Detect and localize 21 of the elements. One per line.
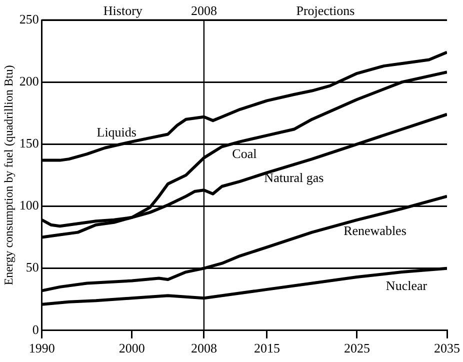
series-label: Natural gas: [264, 170, 324, 185]
y-tick-label: 100: [19, 198, 39, 213]
text: History: [103, 2, 143, 18]
y-tick-label: 0: [32, 322, 39, 337]
series-label: Coal: [232, 146, 258, 162]
series-label: Renewables: [344, 222, 406, 238]
text: Projections: [296, 2, 355, 18]
series-label: Nuclear: [386, 278, 428, 294]
x-tick-label: 2035: [434, 340, 460, 356]
y-tick-label: 250: [19, 11, 39, 26]
x-tick-label: 2015: [254, 340, 280, 356]
x-tick-label: 2008: [190, 340, 217, 356]
x-tick-label: 2025: [344, 340, 370, 356]
y-tick-label: 200: [19, 74, 39, 88]
x-tick-label: 1990: [28, 340, 55, 356]
y-axis-title: Energy consumption by fuel (quadrillion Btu): [1, 65, 16, 286]
x-tick-label: 2000: [118, 340, 145, 356]
y-tick-label: 150: [19, 136, 39, 151]
y-tick-label: 50: [26, 260, 39, 275]
ref-line-label: 2008: [190, 2, 217, 18]
series-label: Liquids: [96, 124, 136, 140]
